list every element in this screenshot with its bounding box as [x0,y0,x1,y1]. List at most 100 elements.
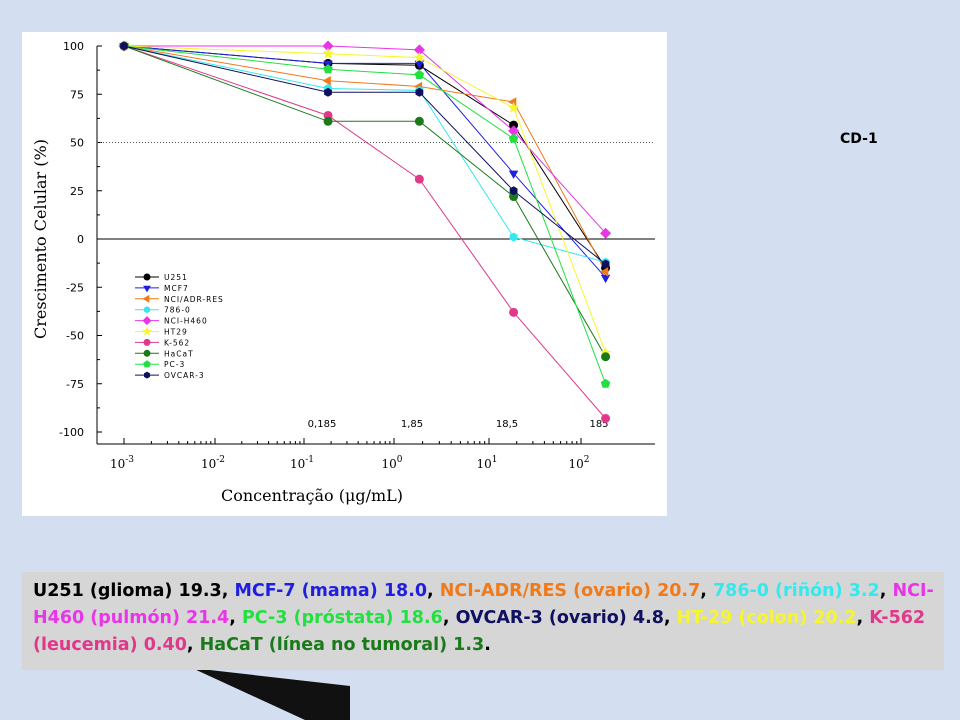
series-line-nci-h460 [124,45,606,234]
x-tick-concentration-label: 185 [589,419,608,430]
x-tick-concentration-label: 18,5 [496,419,518,430]
legend-marker [142,294,150,303]
data-point-nci-adr-res [600,267,609,277]
x-tick-label: 102 [568,455,589,471]
data-point-mcf7 [508,170,519,179]
data-point-pc-3 [414,69,425,79]
caption-segment: , [221,581,235,601]
legend-label: K-562 [164,338,190,347]
x-tick-label: 100 [381,455,402,471]
legend-marker [144,371,150,379]
x-tick-label: 10-3 [110,455,134,471]
series-line-nci-adr-res [123,45,607,273]
series-line-u251 [123,45,607,269]
data-point-nci-adr-res [322,76,331,86]
caption-segment: HT-29 (colon) 20.2 [676,608,857,628]
data-point-hacat [601,352,611,362]
ic50-caption: U251 (glioma) 19.3, MCF-7 (mama) 18.0, N… [22,572,944,670]
caption-segment: , [663,608,677,628]
legend-marker [142,326,152,336]
legend-marker [143,273,151,281]
chart-panel: 100 75 50 25 0 -25 -50 -75 -100 10-3 10-2 10-1 0,185… [22,32,667,516]
x-tick-concentration-label: 0,185 [308,419,337,430]
caption-segment: , [186,635,200,655]
legend-label: NCI/ADR-RES [164,295,224,304]
caption-segment: NCI-H460 (pulmón) 21.4 [33,581,934,628]
x-tick-base: 10 [476,457,491,471]
data-point-k-562 [414,174,424,184]
legend-marker [143,285,151,293]
x-axis-title: Concentração (μg/mL) [221,486,403,505]
caption-segment: , [856,608,870,628]
caption-segment: PC-3 (próstata) 18.6 [241,608,443,628]
caption-segment: MCF-7 (mama) 18.0 [234,581,428,601]
data-point-nci-h460 [413,44,425,56]
data-point-mcf7 [414,60,425,69]
data-point-hacat [414,116,424,126]
legend-label: U251 [164,273,188,282]
caption-segment: , [700,581,713,601]
x-tick-exponent: 1 [492,455,498,465]
caption-segment: , [442,608,456,628]
y-tick-label: -75 [66,378,84,391]
series-line-k-562 [123,45,606,419]
legend-marker [142,316,152,326]
chart-side-label: CD-1 [840,131,878,147]
x-tick-exponent: 2 [584,455,590,465]
legend-marker [144,306,150,314]
caption-segment: , [427,581,440,601]
legend-marker [143,360,151,368]
y-tick-label: 100 [63,40,84,53]
y-axis-title: Crescimento Celular (%) [31,139,50,339]
data-point-ovcar-3 [324,87,332,97]
caption-segment: K-562 (leucemia) 0.40 [33,608,926,655]
legend-label: 786-0 [164,306,191,315]
legend-label: HT29 [164,328,188,337]
data-point-k-562 [601,413,611,423]
data-point-ht29 [507,101,520,113]
caption-segment: , [229,608,242,628]
x-tick-base: 10 [568,457,583,471]
x-tick-exponent: -1 [305,455,314,465]
data-point-ht29 [413,51,426,63]
series-line-786-0 [123,45,606,263]
data-point-ovcar-3 [601,259,610,269]
x-tick-exponent: 0 [397,455,403,465]
legend-label: OVCAR-3 [164,371,205,380]
y-tick-label: 50 [70,137,84,150]
x-tick-exponent: -3 [125,455,134,465]
caption-segment: NCI-ADR/RES (ovario) 20.7 [439,581,701,601]
y-tick-label: 75 [70,88,84,101]
data-point-ovcar-3 [509,186,518,196]
caption-segment: HaCaT (línea no tumoral) 1.3 [199,635,485,655]
y-tick-label: 0 [77,233,84,246]
y-tick-label: -50 [66,330,84,343]
data-point-hacat [323,116,333,126]
x-tick-concentration-label: 1,85 [401,419,423,430]
data-point-nci-h460 [322,40,334,52]
legend-marker [143,338,151,346]
data-point-pc-3 [323,64,333,74]
data-point-k-562 [509,307,519,317]
data-point-ovcar-3 [120,41,128,51]
series-line-pc-3 [123,45,607,384]
x-tick-base: 10 [201,457,216,471]
data-point-ht29 [322,47,334,59]
y-tick-label: 25 [70,185,84,198]
data-point-pc-3 [600,378,611,388]
legend-label: NCI-H460 [164,317,208,326]
x-tick-base: 10 [110,457,125,471]
data-point-786-0 [509,232,518,242]
caption-segment: . [484,635,491,655]
caption-segment: 786-0 (riñón) 3.2 [713,581,880,601]
data-point-ovcar-3 [415,87,424,97]
caption-segment: U251 (glioma) 19.3 [33,581,222,601]
y-tick-label: -100 [59,426,84,439]
legend-label: HaCaT [164,349,194,358]
x-tick-label: 101 [476,455,497,471]
x-tick-label: 10-2 [201,455,225,471]
data-point-nci-h460 [600,227,612,239]
legend-marker [143,349,151,357]
